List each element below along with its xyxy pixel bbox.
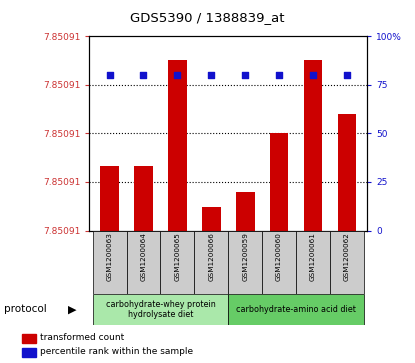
Text: GDS5390 / 1388839_at: GDS5390 / 1388839_at (130, 11, 285, 24)
Text: GSM1200065: GSM1200065 (174, 232, 181, 281)
Bar (22, 347, 36, 356)
Text: GSM1200060: GSM1200060 (276, 232, 282, 281)
Bar (304, 60, 322, 231)
Text: GSM1200061: GSM1200061 (310, 232, 316, 281)
Text: protocol: protocol (4, 304, 47, 314)
FancyBboxPatch shape (262, 231, 296, 294)
Text: carbohydrate-whey protein
hydrolysate diet: carbohydrate-whey protein hydrolysate di… (105, 300, 215, 319)
Text: GSM1200062: GSM1200062 (344, 232, 350, 281)
Point (344, 72, 350, 78)
Bar (270, 133, 288, 231)
Text: percentile rank within the sample: percentile rank within the sample (40, 347, 193, 356)
Text: GSM1200064: GSM1200064 (141, 232, 146, 281)
FancyBboxPatch shape (194, 231, 228, 294)
Bar (236, 192, 254, 231)
Point (310, 72, 316, 78)
Text: GSM1200066: GSM1200066 (208, 232, 214, 281)
Point (208, 72, 215, 78)
FancyBboxPatch shape (330, 231, 364, 294)
Text: GSM1200059: GSM1200059 (242, 232, 248, 281)
FancyBboxPatch shape (161, 231, 194, 294)
Bar (134, 166, 153, 231)
Text: transformed count: transformed count (40, 334, 124, 343)
Point (276, 72, 283, 78)
Point (140, 72, 147, 78)
Point (106, 72, 113, 78)
FancyBboxPatch shape (296, 231, 330, 294)
Text: carbohydrate-amino acid diet: carbohydrate-amino acid diet (236, 305, 356, 314)
Point (174, 72, 181, 78)
Bar (338, 114, 356, 231)
FancyBboxPatch shape (93, 294, 228, 325)
Bar (100, 166, 119, 231)
FancyBboxPatch shape (228, 231, 262, 294)
Text: GSM1200063: GSM1200063 (107, 232, 112, 281)
FancyBboxPatch shape (127, 231, 161, 294)
FancyBboxPatch shape (93, 231, 127, 294)
FancyBboxPatch shape (228, 294, 364, 325)
Bar (22, 334, 36, 343)
Point (242, 72, 249, 78)
Text: ▶: ▶ (68, 304, 77, 314)
Bar (202, 207, 221, 231)
Bar (168, 60, 187, 231)
